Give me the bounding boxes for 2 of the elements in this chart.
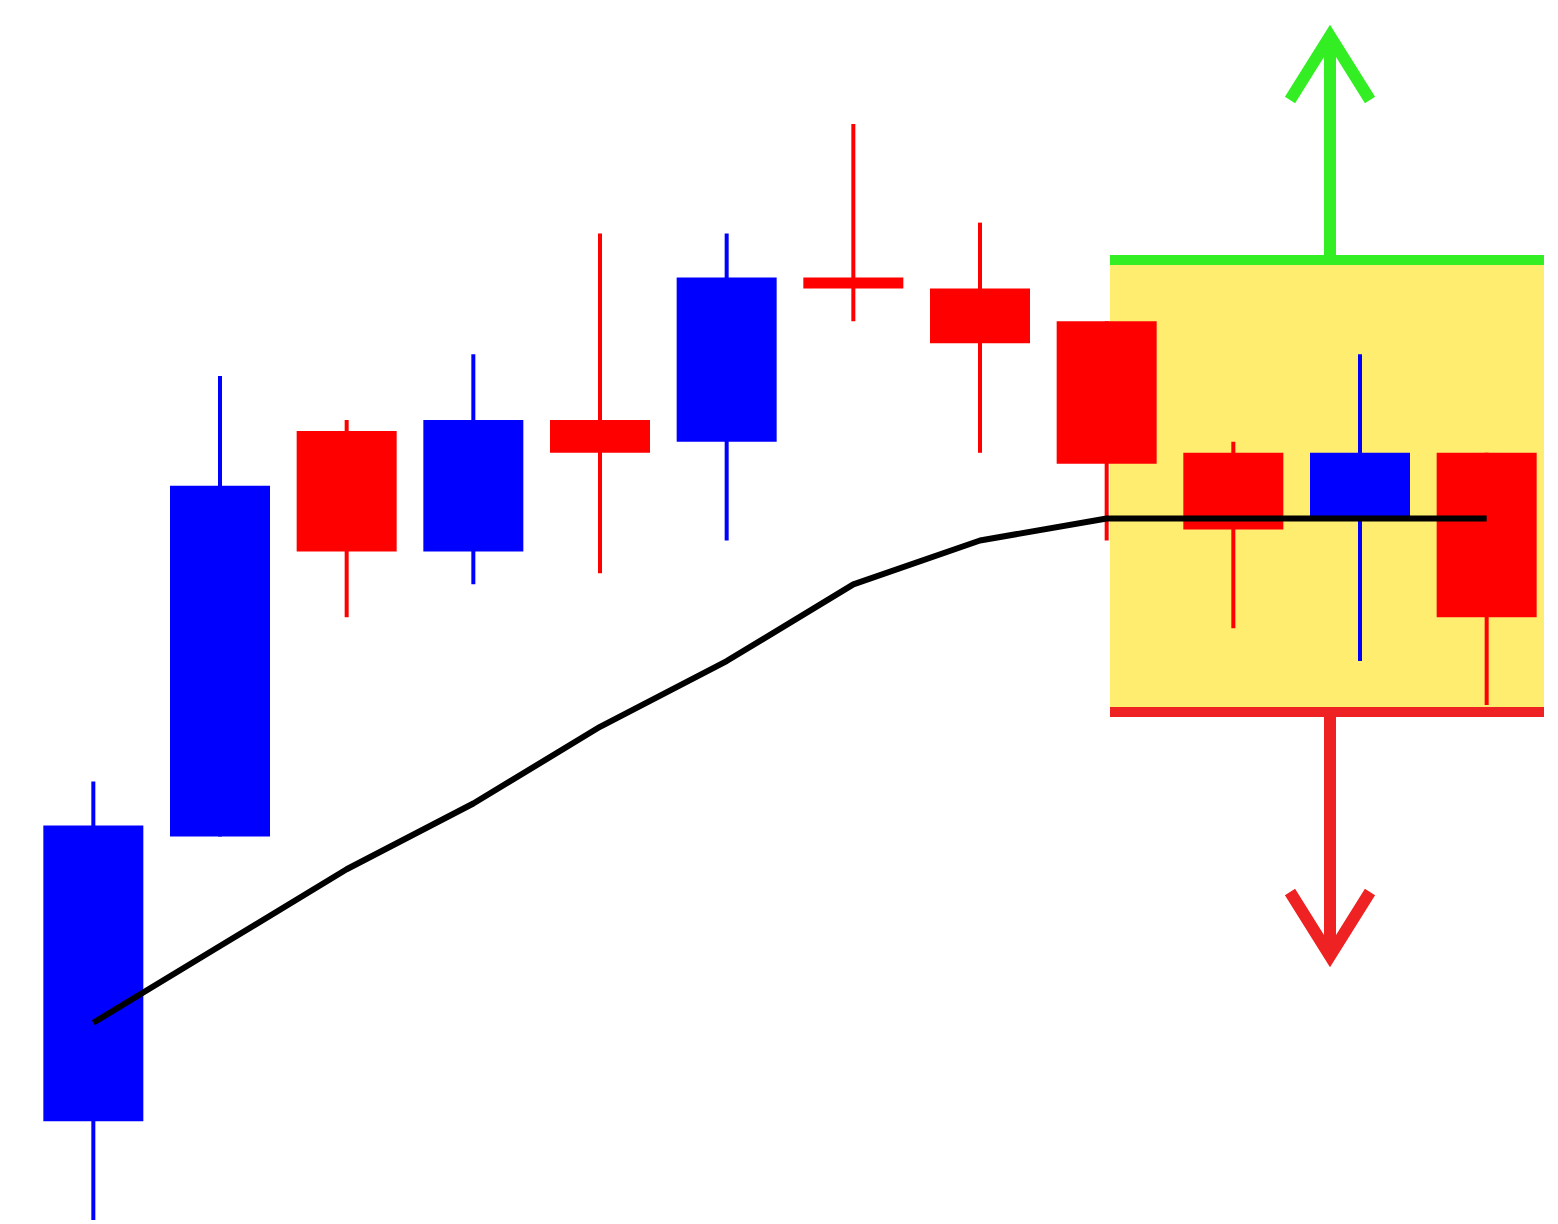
candlestick xyxy=(550,231,650,576)
candlestick xyxy=(803,122,904,324)
